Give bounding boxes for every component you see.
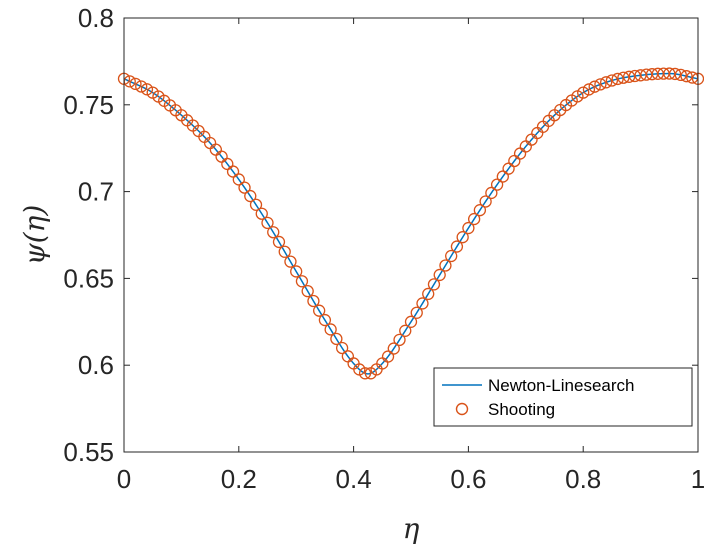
y-axis-label: ψ(η) — [18, 205, 51, 266]
data-point — [261, 216, 274, 230]
data-point — [267, 226, 280, 239]
data-point — [135, 80, 148, 93]
data-point — [467, 212, 481, 226]
x-tick-label: 0.8 — [565, 464, 601, 494]
data-point — [496, 170, 509, 183]
legend-swatch-circle — [455, 402, 469, 416]
y-tick-label: 0.55 — [63, 437, 114, 467]
data-point — [278, 245, 291, 258]
legend: Newton-Linesearch Shooting — [433, 367, 693, 427]
data-point — [290, 265, 303, 278]
data-point — [255, 207, 268, 220]
x-tick-label: 0.6 — [450, 464, 486, 494]
data-point — [479, 195, 492, 208]
data-point — [129, 77, 142, 91]
data-point — [416, 297, 429, 310]
data-point — [617, 71, 630, 84]
data-point — [439, 259, 452, 272]
data-point — [358, 367, 372, 380]
y-tick-label: 0.8 — [78, 3, 114, 33]
legend-box — [433, 367, 693, 427]
x-tick-label: 0 — [117, 464, 131, 494]
data-point — [284, 255, 297, 268]
x-tick-label: 0.2 — [221, 464, 257, 494]
data-point — [611, 72, 624, 86]
data-point — [238, 181, 251, 194]
axes-box — [123, 17, 699, 453]
ticks-layer: 0 0.2 0.4 0.6 0.8 1 0.55 0.6 0.65 0.7 0.75 0.8 — [63, 3, 704, 494]
x-tick-label: 1 — [691, 464, 704, 494]
data-point — [244, 189, 257, 203]
data-point — [410, 306, 423, 319]
data-point — [387, 342, 400, 355]
y-tick-label: 0.75 — [63, 90, 114, 120]
data-point — [249, 198, 263, 211]
data-point — [582, 83, 596, 96]
data-point — [490, 178, 504, 191]
data-point — [232, 173, 245, 186]
data-point — [600, 76, 613, 89]
data-point — [226, 165, 240, 178]
y-tick-label: 0.65 — [63, 263, 114, 293]
data-point — [335, 341, 349, 355]
data-point — [445, 249, 458, 263]
data-point — [404, 315, 418, 328]
data-point — [577, 86, 590, 99]
data-point — [456, 231, 469, 244]
data-point — [393, 333, 406, 346]
data-point — [433, 268, 446, 282]
data-point — [668, 67, 682, 81]
data-point — [313, 304, 326, 317]
y-tick-label: 0.6 — [78, 350, 114, 380]
data-point — [381, 350, 395, 363]
data-point — [605, 74, 619, 87]
data-point — [399, 324, 412, 337]
data-point — [307, 294, 320, 308]
data-point — [473, 204, 487, 217]
data-point — [318, 313, 332, 327]
data-point — [450, 240, 464, 253]
data-point — [594, 78, 607, 91]
data-point — [674, 68, 687, 82]
x-axis-label: η — [403, 512, 420, 545]
data-point — [272, 235, 286, 249]
x-tick-label: 0.4 — [336, 464, 372, 494]
data-point — [485, 186, 498, 200]
legend-label-newton-linesearch: Newton-Linesearch — [488, 376, 634, 395]
data-point — [427, 278, 441, 291]
data-point — [680, 70, 693, 83]
y-tick-label: 0.7 — [78, 177, 114, 207]
data-point — [301, 284, 314, 298]
data-point — [324, 323, 337, 336]
data-point — [330, 332, 343, 346]
data-point — [295, 275, 309, 288]
data-point — [622, 70, 636, 83]
data-point — [422, 287, 435, 301]
data-point — [462, 221, 475, 235]
data-point — [588, 80, 601, 93]
legend-label-shooting: Shooting — [488, 400, 555, 419]
